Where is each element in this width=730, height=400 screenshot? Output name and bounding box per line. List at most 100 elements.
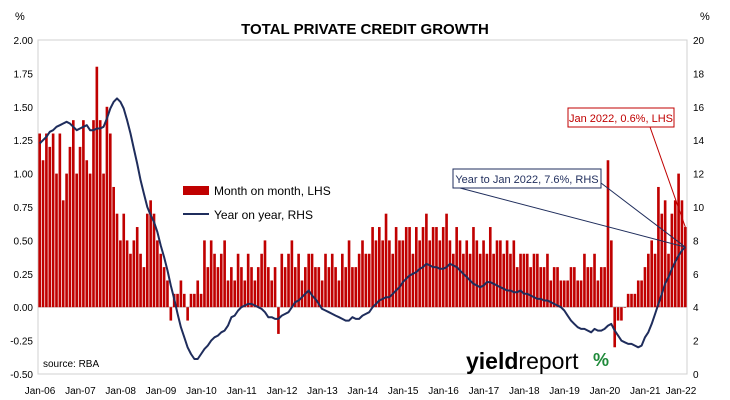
month-bar	[458, 240, 462, 308]
month-bar	[119, 240, 122, 308]
left-tick-label: 0.25	[14, 270, 34, 281]
legend-swatch-bar	[183, 186, 209, 195]
month-bar	[55, 173, 58, 308]
month-bar	[82, 120, 85, 308]
month-bar	[381, 240, 384, 308]
right-tick-label: 14	[693, 136, 705, 147]
month-bar	[394, 227, 398, 308]
month-bar	[297, 253, 300, 308]
month-bar	[108, 133, 112, 308]
month-bar	[125, 240, 129, 308]
left-tick-label: 1.75	[14, 69, 34, 80]
month-bar	[539, 267, 543, 308]
month-bar	[58, 133, 62, 308]
month-bar	[283, 267, 287, 308]
month-bar	[162, 267, 166, 308]
x-tick-label: Jan-13	[307, 386, 338, 397]
month-bar	[488, 227, 492, 308]
month-bar	[95, 66, 99, 308]
month-bar	[505, 240, 509, 308]
month-bar	[438, 240, 442, 308]
month-bar	[240, 267, 243, 308]
month-bar	[472, 227, 475, 308]
x-tick-label: Jan-21	[630, 386, 661, 397]
month-bar	[515, 267, 519, 308]
month-bar	[633, 293, 637, 308]
right-tick-label: 16	[693, 103, 705, 114]
month-bar	[576, 280, 580, 308]
month-bar	[636, 280, 640, 308]
legend-label-bar: Month on month, LHS	[214, 184, 331, 198]
month-bar	[462, 253, 465, 308]
right-tick-label: 20	[693, 36, 705, 47]
x-tick-label: Jan-20	[590, 386, 621, 397]
x-tick-label: Jan-12	[267, 386, 298, 397]
line-series	[38, 97, 687, 360]
month-bar	[196, 280, 200, 308]
month-bar	[364, 253, 368, 308]
month-bar	[324, 253, 327, 308]
month-bar	[529, 267, 532, 308]
month-bar	[650, 240, 654, 308]
x-tick-label: Jan-07	[65, 386, 96, 397]
annotation-bar-label: Jan 2022, 0.6%, LHS	[569, 113, 673, 125]
month-bar	[623, 307, 627, 308]
month-bar	[670, 213, 674, 308]
month-bar	[401, 240, 405, 308]
month-bar	[465, 240, 469, 308]
month-bar	[159, 253, 163, 308]
month-bar	[337, 280, 341, 308]
month-bar	[347, 240, 351, 308]
left-tick-label: 0.00	[14, 303, 34, 314]
right-tick-label: 8	[693, 236, 699, 247]
month-bar	[317, 267, 321, 308]
month-bar	[428, 240, 432, 308]
left-tick-label: 1.50	[14, 103, 34, 114]
left-tick-label: -0.25	[10, 337, 33, 348]
month-bar	[630, 293, 633, 308]
legend: Month on month, LHS Year on year, RHS	[183, 184, 331, 222]
x-tick-label: Jan-22	[666, 386, 697, 397]
month-bar	[660, 213, 664, 308]
month-bar	[599, 267, 603, 308]
month-bar	[445, 213, 448, 308]
left-tick-label: 0.75	[14, 203, 34, 214]
yieldreport-logo: yieldreport %	[466, 348, 609, 374]
month-bar	[65, 173, 68, 308]
left-tick-label: 1.00	[14, 170, 34, 181]
month-bar	[129, 253, 132, 308]
month-bar	[653, 253, 657, 308]
month-bar	[310, 253, 314, 308]
month-bar	[408, 227, 411, 308]
month-bar	[525, 253, 529, 308]
month-bar	[613, 307, 617, 348]
month-bar	[566, 280, 569, 308]
month-bar	[371, 227, 374, 308]
month-bar	[132, 240, 136, 308]
month-bar	[189, 293, 193, 308]
month-bar	[586, 267, 590, 308]
right-tick-label: 0	[693, 370, 699, 381]
month-bar	[307, 253, 311, 308]
month-bar	[179, 280, 183, 308]
month-bar	[260, 253, 263, 308]
month-bar	[199, 293, 203, 308]
x-tick-label: Jan-16	[428, 386, 459, 397]
month-bar	[512, 240, 516, 308]
month-bar	[216, 267, 220, 308]
month-bar	[684, 227, 687, 308]
right-tick-label: 6	[693, 270, 699, 281]
month-bar	[166, 280, 169, 308]
month-bar	[219, 253, 223, 308]
x-tick-label: Jan-11	[227, 386, 257, 397]
month-bar	[169, 307, 173, 321]
left-tick-label: 2.00	[14, 36, 34, 47]
month-bar	[51, 133, 55, 308]
annotation-bar-box	[567, 107, 675, 128]
month-bar	[341, 253, 344, 308]
annotation-line: Year to Jan 2022, 7.6%, RHS	[452, 168, 686, 248]
left-tick-label: 1.25	[14, 136, 34, 147]
month-bar	[441, 227, 445, 308]
month-bar	[45, 133, 48, 308]
month-bar	[203, 240, 206, 308]
